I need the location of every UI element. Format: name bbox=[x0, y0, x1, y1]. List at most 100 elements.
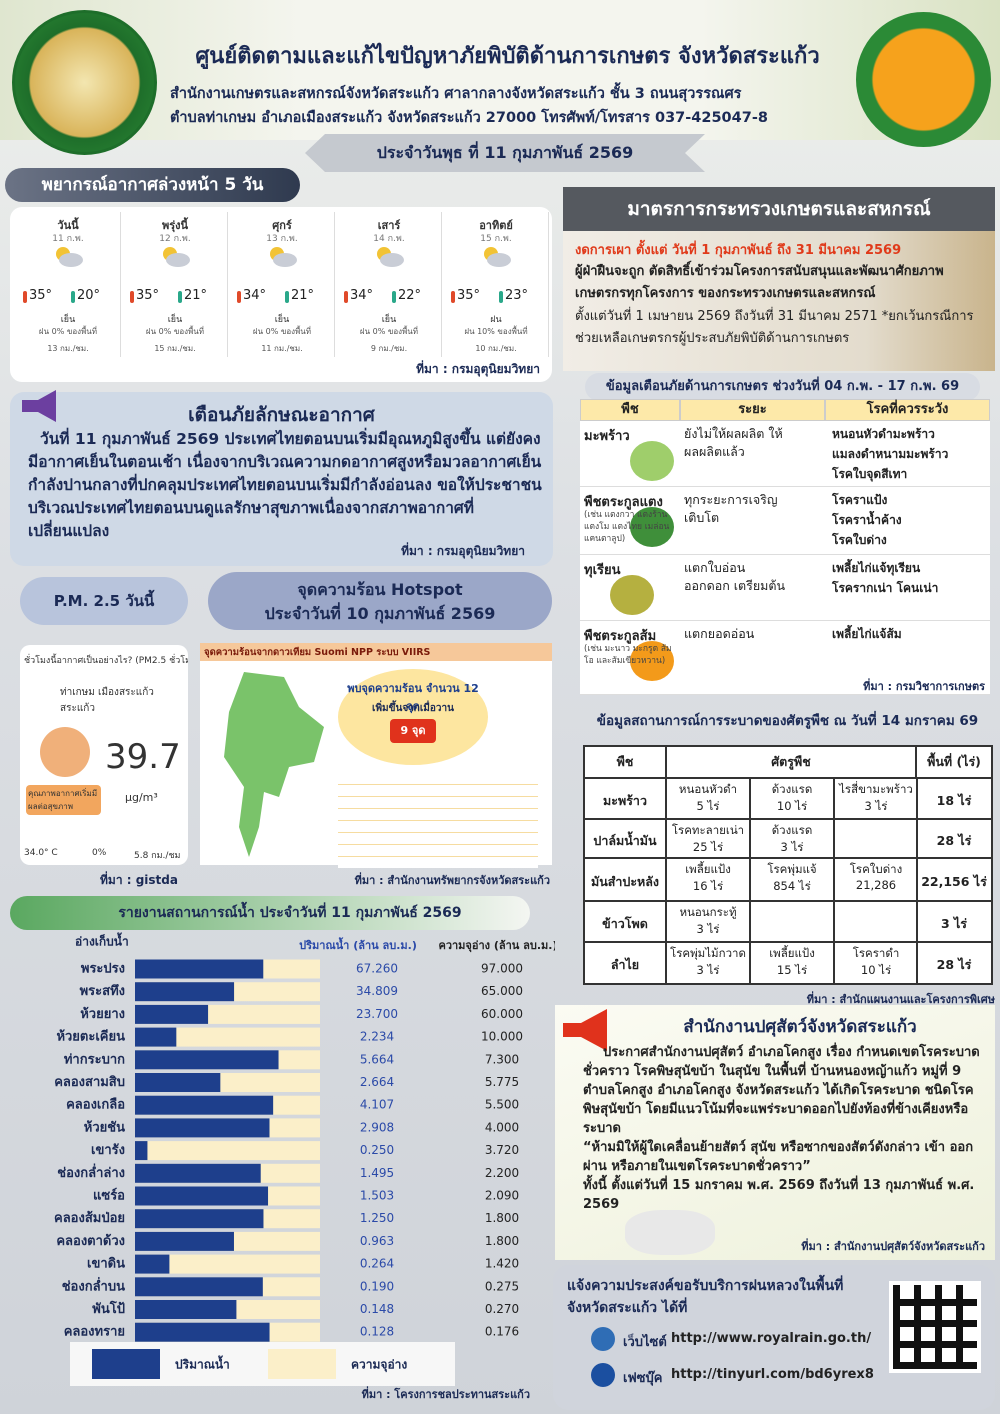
pm25-wind: 5.8 กม./ชม bbox=[134, 851, 181, 861]
pest-name: ด้วงแรด bbox=[771, 823, 813, 837]
ministry-logo bbox=[12, 10, 157, 155]
pest-crop: ข้าวโพด bbox=[584, 901, 666, 942]
livestock-quote: “ห้ามมิให้ผู้ใดเคลื่อนย้ายสัตว์ สุนัข หร… bbox=[583, 1140, 974, 1174]
capacity-bar bbox=[135, 1254, 320, 1274]
pest-name: โรคพุ่มแจ้ bbox=[767, 862, 817, 876]
pm25-status: คุณภาพอากาศเริ่มมีผลต่อสุขภาพ bbox=[26, 785, 101, 815]
qr-cell bbox=[921, 1362, 928, 1369]
qr-cell bbox=[935, 1313, 942, 1320]
hotspot-change-value: 9 จุด bbox=[390, 719, 436, 743]
reservoir-name: พันโป้ bbox=[92, 1300, 125, 1317]
forecast-card: เสาร์ 14 ก.พ. 34° 22° เย็น ฝน 0% ของพื้นที่ 9 … bbox=[336, 212, 442, 357]
hotspot-date: ประจำวันที่ 10 กุมภาพันธ์ 2569 bbox=[264, 604, 496, 623]
qr-cell bbox=[893, 1327, 900, 1334]
qr-cell bbox=[893, 1362, 900, 1369]
measures-period: ตั้งแต่วันที่ 1 เมษายน 2569 ถึงวันที่ 31… bbox=[575, 309, 974, 346]
qr-cell bbox=[956, 1362, 963, 1369]
volume-label: 2.664 bbox=[360, 1075, 394, 1089]
disease: แมลงดำหนามมะพร้าว bbox=[832, 447, 949, 461]
cloud bbox=[273, 253, 297, 267]
pest-title: ข้อมูลสถานการณ์การระบาดของศัตรูพืช ณ วัน… bbox=[596, 713, 979, 729]
disease: โรคราน้ำค้าง bbox=[832, 513, 902, 527]
pest-total: 3 ไร่ bbox=[916, 901, 992, 942]
weather-icon bbox=[377, 247, 404, 267]
legend-swatch bbox=[268, 1349, 336, 1379]
forecast-wind: 15 กม./ชม. bbox=[154, 344, 196, 353]
row-border bbox=[580, 555, 990, 621]
warning-body: วันที่ 11 กุมภาพันธ์ 2569 ประเทศไทยตอนบน… bbox=[28, 430, 542, 540]
reservoir-name: เขาดิน bbox=[87, 1257, 125, 1272]
qr-cell bbox=[935, 1341, 942, 1348]
reservoir-name: พระสทึง bbox=[80, 983, 125, 999]
link-label: เว็บไซต์ bbox=[623, 1335, 667, 1350]
qr-cell bbox=[928, 1320, 935, 1327]
reservoir-name: คลองเกลือ bbox=[66, 1097, 125, 1113]
volume-bar bbox=[135, 1027, 177, 1047]
forecast-high: 35° bbox=[457, 288, 481, 303]
qr-cell bbox=[956, 1355, 963, 1362]
pest-table: พืช ศัตรูพืช พื้นที่ (ไร่) มะพร้าว หนอนหัวดำ… bbox=[583, 745, 993, 985]
volume-label: 23.700 bbox=[356, 1007, 398, 1021]
megaphone-icon bbox=[22, 390, 56, 422]
pest-cell bbox=[750, 901, 834, 942]
forecast-rain: ฝน 0% ของพื้นที่ bbox=[252, 327, 312, 336]
capacity-bar bbox=[135, 1141, 320, 1161]
qr-cell bbox=[914, 1355, 921, 1362]
capacity-label: 0.270 bbox=[485, 1302, 519, 1316]
volume-label: 1.495 bbox=[360, 1166, 394, 1180]
pest-name: โรคทะลายเน่า bbox=[671, 823, 745, 837]
measures-ban: งดการเผา ตั้งแต่ วันที่ 1 กุมภาพันธ์ ถึง… bbox=[575, 243, 902, 258]
pest-cell bbox=[750, 942, 834, 984]
qr-cell bbox=[935, 1299, 942, 1306]
weather-icon bbox=[484, 247, 511, 267]
qr-cell bbox=[893, 1306, 900, 1313]
reservoir-name: พระปรง bbox=[81, 962, 125, 977]
qr-cell bbox=[949, 1362, 956, 1369]
volume-bar bbox=[135, 1277, 263, 1297]
cloud bbox=[166, 253, 190, 267]
pest-name: ด้วงแรด bbox=[771, 782, 813, 796]
qr-cell bbox=[970, 1320, 977, 1327]
volume-bar bbox=[135, 1322, 270, 1342]
header-title: ศูนย์ติดตามและแก้ไขปัญหาภัยพิบัติด้านการ… bbox=[195, 44, 820, 69]
reservoir-name: ห้วยตะเคียน bbox=[56, 1029, 125, 1045]
qr-cell bbox=[942, 1362, 949, 1369]
qr-cell bbox=[963, 1341, 970, 1348]
crop-stage: ทุกระยะการเจริญเติบโต bbox=[684, 492, 778, 525]
qr-cell bbox=[893, 1313, 900, 1320]
forecast-wind: 13 กม./ชม. bbox=[47, 344, 89, 353]
forecast-high: 34° bbox=[350, 288, 374, 303]
qr-cell bbox=[949, 1299, 956, 1306]
forecast-date: 15 ก.พ. bbox=[480, 234, 512, 244]
volume-label: 0.148 bbox=[360, 1302, 394, 1316]
qr-cell bbox=[956, 1320, 963, 1327]
qr-cell bbox=[893, 1334, 900, 1341]
cloud bbox=[487, 253, 511, 267]
qr-cell bbox=[893, 1299, 900, 1306]
chart-title: รายงานสถานการณ์น้ำ ประจำวันที่ 11 กุมภาพ… bbox=[118, 901, 461, 921]
pest-cell bbox=[750, 858, 834, 901]
capacity-label: 60.000 bbox=[481, 1007, 523, 1021]
pest-area: 21,286 bbox=[855, 878, 897, 892]
value-header: ปริมาณน้ำ (ล้าน ลบ.ม.) bbox=[299, 937, 417, 952]
forecast-wind: 11 กม./ชม. bbox=[261, 344, 303, 353]
volume-label: 0.264 bbox=[360, 1257, 394, 1271]
high-temp-icon bbox=[344, 291, 348, 303]
qr-cell bbox=[935, 1327, 942, 1334]
forecast-rain: ฝน 0% ของพื้นที่ bbox=[359, 327, 419, 336]
qr-cell bbox=[956, 1306, 963, 1313]
low-temp-icon bbox=[71, 291, 75, 303]
capacity-label: 1.420 bbox=[485, 1257, 519, 1271]
qr-cell bbox=[893, 1348, 900, 1355]
reservoir-name: คลองตาด้วง bbox=[56, 1233, 125, 1249]
forecast-rain: ฝน 10% ของพื้นที่ bbox=[464, 327, 528, 336]
hotspot-count: พบจุดความร้อน จำนวน 12 จุด bbox=[347, 682, 479, 713]
crop-name: มะพร้าว bbox=[584, 429, 630, 444]
qr-cell bbox=[914, 1348, 921, 1355]
hotspot-source: ที่มา : สำนักงานทรัพยากรจังหวัดสระแก้ว bbox=[354, 874, 550, 887]
pm25-question: ชั่วโมงนี้อากาศเป็นอย่างไร? (PM2.5 ชั่วโ… bbox=[24, 656, 188, 666]
livestock-body: ประกาศสำนักงานปศุสัตว์ อำเภอโคกสูง เรื่อ… bbox=[583, 1045, 980, 1136]
volume-bar bbox=[135, 1141, 148, 1161]
header-address: ตำบลท่าเกษม อำเภอเมืองสระแก้ว จังหวัดสระ… bbox=[170, 110, 768, 126]
crop-stage: ยังไม่ให้ผลผลิต ให้ผลผลิตแล้ว bbox=[684, 426, 783, 459]
